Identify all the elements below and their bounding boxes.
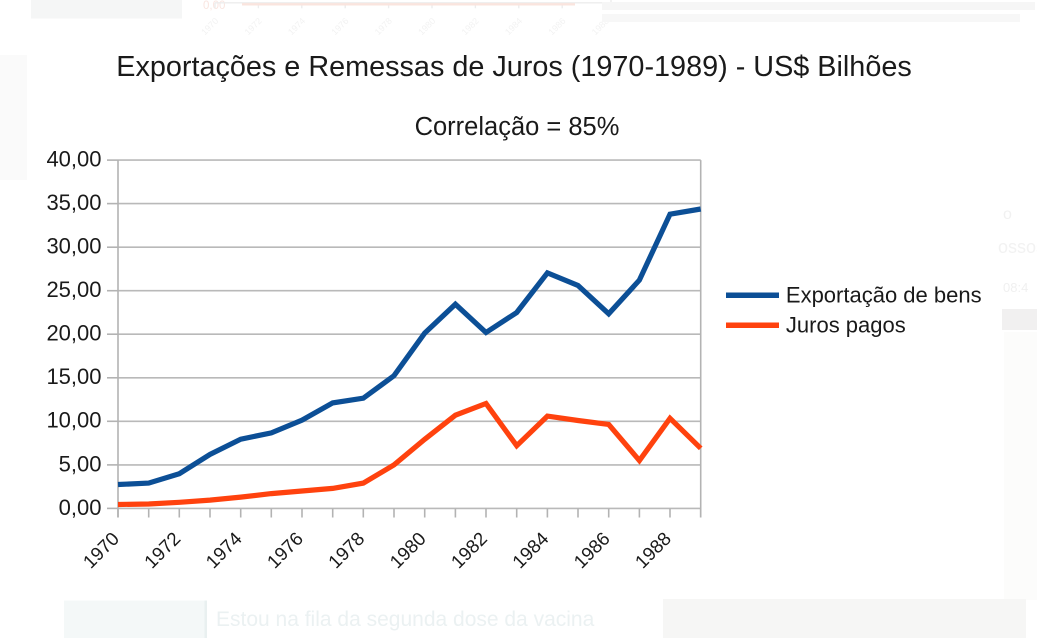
svg-text:ossos: ossos	[998, 237, 1037, 257]
svg-text:20,00: 20,00	[46, 321, 101, 346]
svg-text:1974: 1974	[286, 16, 307, 37]
svg-text:Juros pagos: Juros pagos	[786, 313, 906, 338]
svg-text:35,00: 35,00	[46, 190, 101, 215]
svg-text:25,00: 25,00	[46, 277, 101, 302]
svg-text:1972: 1972	[140, 528, 184, 572]
svg-text:1986: 1986	[546, 16, 567, 37]
svg-text:10,00: 10,00	[46, 408, 101, 433]
svg-text:0,00: 0,00	[59, 495, 102, 520]
svg-text:1978: 1978	[324, 528, 368, 572]
svg-text:5,00: 5,00	[59, 451, 102, 476]
svg-text:1970: 1970	[79, 528, 123, 572]
svg-text:1976: 1976	[329, 16, 350, 37]
svg-text:1978: 1978	[373, 16, 394, 37]
svg-text:1984: 1984	[508, 528, 552, 572]
svg-text:1972: 1972	[243, 16, 264, 37]
svg-text:1976: 1976	[263, 528, 307, 572]
svg-text:08:4: 08:4	[1003, 280, 1028, 295]
svg-text:Estou na fila da segunda dose: Estou na fila da segunda dose da vacina	[216, 608, 595, 631]
svg-text:1982: 1982	[447, 528, 491, 572]
svg-text:1980: 1980	[416, 16, 437, 37]
svg-text:30,00: 30,00	[46, 234, 101, 259]
svg-text:0,00: 0,00	[203, 0, 225, 12]
svg-text:1970: 1970	[199, 16, 220, 37]
svg-text:15,00: 15,00	[46, 364, 101, 389]
svg-text:o: o	[1003, 206, 1012, 223]
svg-text:1982: 1982	[460, 16, 481, 37]
svg-text:1988: 1988	[631, 528, 675, 572]
svg-text:40,00: 40,00	[46, 147, 101, 172]
svg-text:1980: 1980	[385, 528, 429, 572]
svg-text:1974: 1974	[201, 528, 245, 572]
svg-text:Exportações e Remessas de Juro: Exportações e Remessas de Juros (1970-19…	[116, 51, 912, 83]
svg-text:1986: 1986	[569, 528, 613, 572]
svg-text:1984: 1984	[503, 16, 524, 37]
svg-text:Correlação = 85%: Correlação = 85%	[415, 113, 620, 141]
svg-text:Exportação de bens: Exportação de bens	[786, 283, 982, 308]
